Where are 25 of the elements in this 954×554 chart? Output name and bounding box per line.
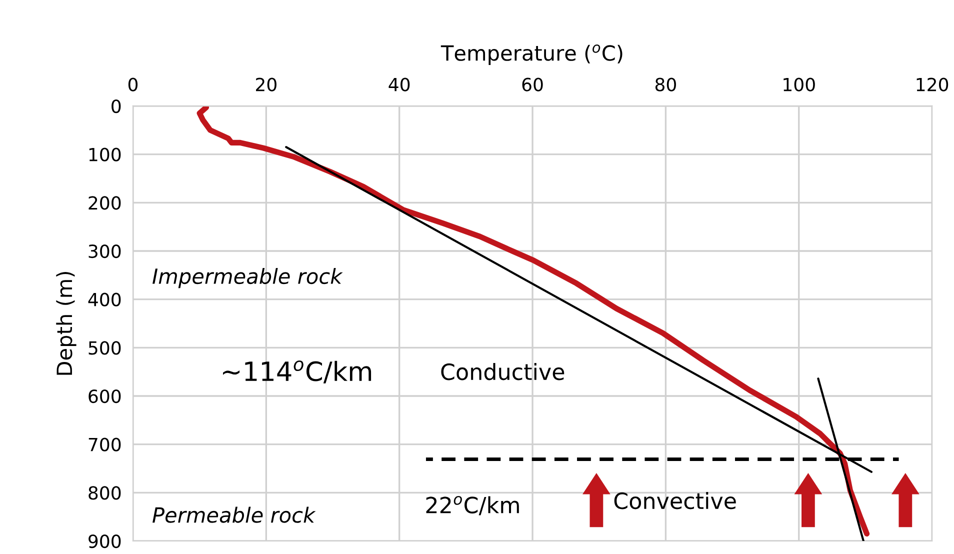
y-tick-label: 300 (88, 244, 121, 258)
y-tick-label: 900 (88, 534, 121, 548)
x-tick-label: 80 (655, 78, 676, 92)
annotation: Permeable rock (152, 506, 316, 523)
y-tick-label: 0 (112, 99, 121, 114)
y-tick-label: 700 (88, 438, 121, 452)
y-tick-label: 200 (88, 196, 121, 210)
x-tick-label: 40 (388, 78, 410, 92)
y-tick-label: 500 (88, 341, 121, 355)
y-tick-label: 100 (89, 148, 121, 162)
x-tick-label: 120 (916, 78, 948, 92)
x-tick-label: 60 (522, 78, 543, 92)
y-tick-label: 600 (88, 389, 121, 404)
annotation: Impermeable rock (152, 268, 343, 288)
y-axis-title: Depth (m) (56, 272, 76, 375)
y-tick-label: 400 (88, 292, 121, 306)
x-tick-label: 100 (784, 78, 815, 92)
annotation: Conductive (441, 362, 564, 380)
x-tick-label: 20 (256, 78, 276, 92)
y-tick-label: 800 (88, 486, 121, 500)
annotation: 22$^{o}$C/km (426, 496, 519, 516)
annotation: ~114$^{o}$C/km (223, 360, 372, 384)
annotation: Convective (614, 492, 736, 510)
x-axis-title: Temperature ($^{o}$C) (440, 44, 622, 65)
x-tick-label: 0 (128, 78, 138, 92)
